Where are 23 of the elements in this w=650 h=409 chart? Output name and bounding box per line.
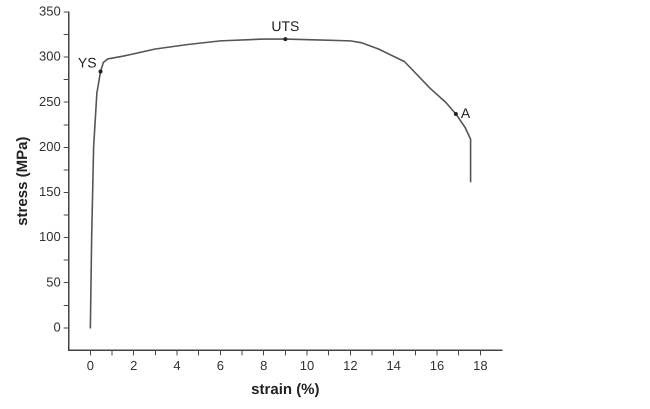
annotation: UTS — [271, 18, 300, 34]
x-tick-label: 0 — [86, 358, 94, 373]
x-tick-label: 14 — [386, 358, 401, 373]
x-tick-label: 8 — [260, 358, 268, 373]
y-tick-label: 100 — [38, 229, 61, 244]
x-tick-label: 2 — [130, 358, 138, 373]
x-tick-label: 10 — [300, 358, 314, 373]
annotation: A — [460, 104, 471, 121]
annotation: YS — [78, 54, 97, 70]
x-tick-label: 12 — [343, 358, 358, 373]
y-tick-label: 300 — [38, 48, 61, 64]
y-tick-label: 150 — [38, 184, 61, 200]
y-tick-label: 350 — [38, 4, 61, 19]
x-tick-label: 4 — [173, 358, 181, 373]
y-axis-title: stress (MPa) — [14, 136, 32, 226]
y-tick-label: 250 — [38, 94, 61, 109]
x-tick-label: 6 — [216, 358, 224, 373]
y-tick-label: 200 — [38, 138, 61, 154]
x-tick-label: 16 — [430, 358, 444, 373]
x-axis-title: strain (%) — [251, 381, 320, 398]
y-tick-label: 0 — [53, 319, 61, 334]
y-tick-label: 50 — [46, 274, 61, 290]
x-tick-label: 18 — [473, 358, 488, 373]
